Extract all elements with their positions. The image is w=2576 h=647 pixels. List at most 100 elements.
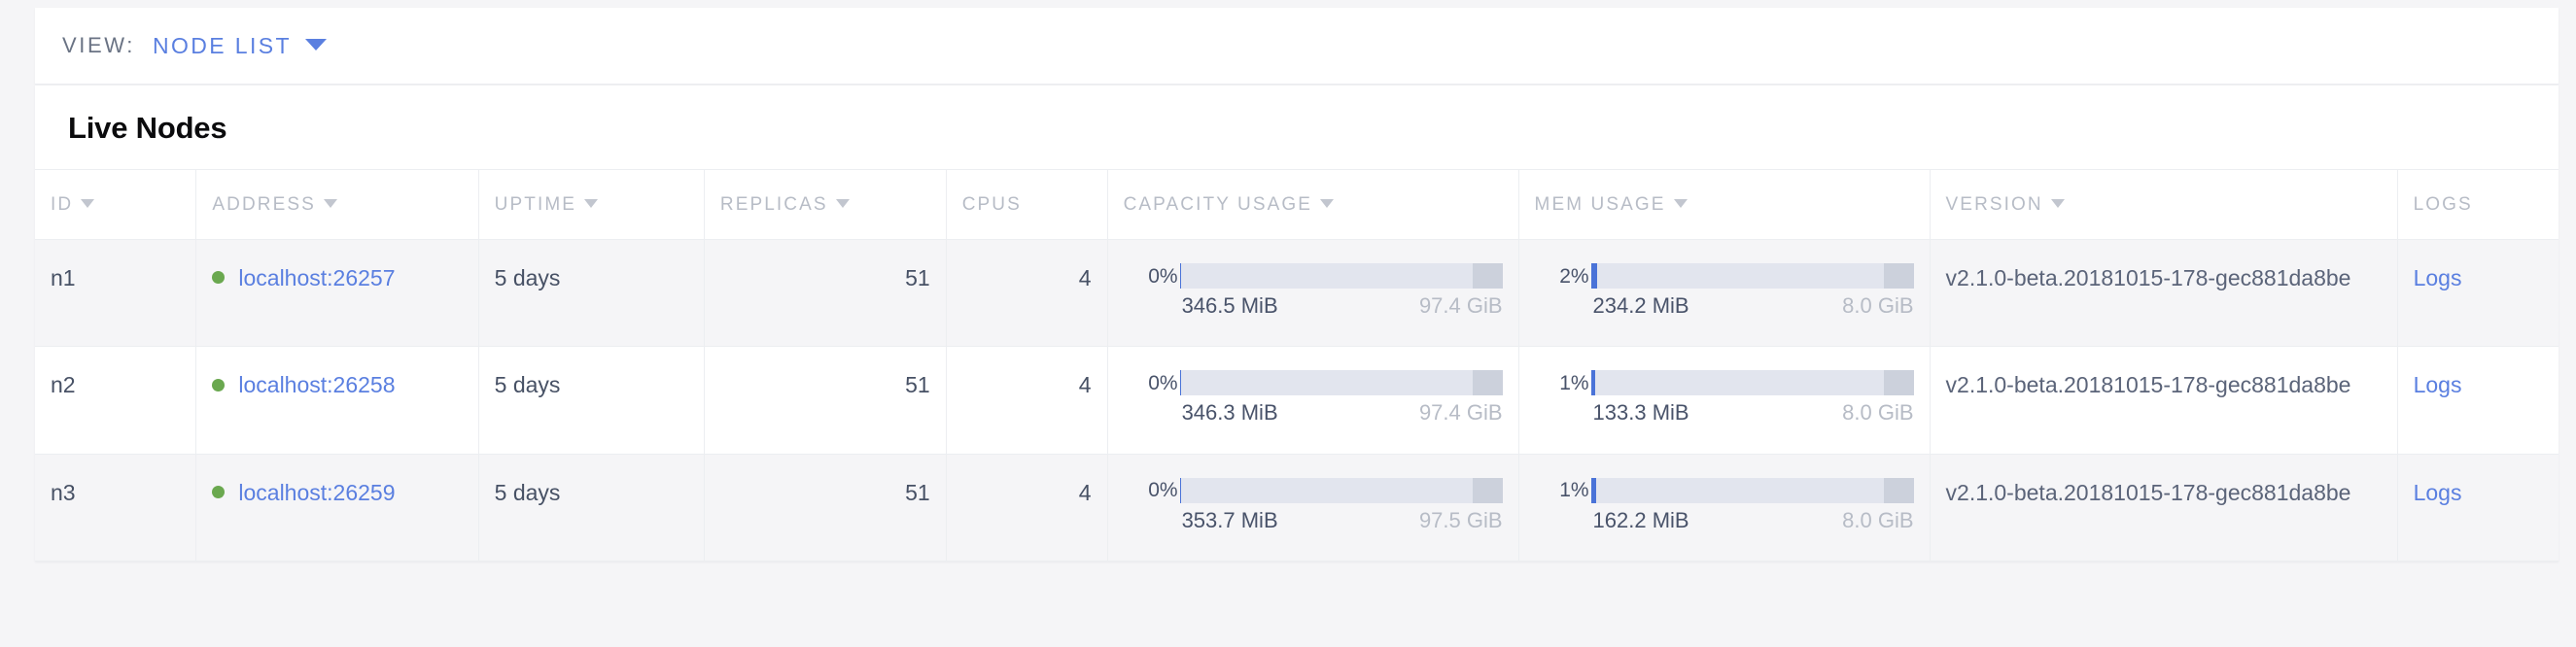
- mem-usage-bar-capacity-marker: [1883, 370, 1914, 396]
- view-selector-dropdown[interactable]: NODE LIST: [153, 33, 327, 59]
- mem-usage-percent: 1%: [1559, 371, 1589, 394]
- table-header-row: ID ADDRESS UPTIME REPLICAS CPUS CAPACITY USAG…: [35, 169, 2559, 240]
- column-header-mem-usage[interactable]: MEM USAGE: [1518, 169, 1931, 240]
- sort-caret-icon: [81, 198, 95, 208]
- node-logs-cell: Logs: [2397, 346, 2559, 455]
- mem-usage-used: 234.2 MiB: [1592, 293, 1689, 318]
- capacity-usage-bar-fill: [1179, 263, 1181, 289]
- node-replicas: 51: [905, 372, 930, 398]
- node-mem-usage-cell: 2% 234.2 MiB 8.0 GiB: [1518, 239, 1931, 348]
- mem-usage-labels: 162.2 MiB 8.0 GiB: [1535, 506, 1914, 535]
- capacity-usage-labels: 346.3 MiB 97.4 GiB: [1124, 398, 1503, 427]
- node-cpus-cell: 4: [946, 239, 1108, 348]
- capacity-usage-labels: 353.7 MiB 97.5 GiB: [1124, 506, 1503, 535]
- node-logs-link[interactable]: Logs: [2413, 372, 2462, 398]
- chevron-down-icon: [304, 39, 327, 51]
- mem-usage-percent: 2%: [1559, 264, 1589, 288]
- mem-usage-bar-fill: [1590, 263, 1598, 289]
- sort-caret-icon: [584, 198, 599, 208]
- node-replicas-cell: 51: [704, 454, 947, 562]
- table-row: n1 localhost:26257 5 days 51 4 0% 346.5 MiB 97.…: [35, 239, 2559, 348]
- node-logs-cell: Logs: [2397, 239, 2559, 348]
- capacity-usage-percent: 0%: [1148, 264, 1178, 288]
- node-uptime-cell: 5 days: [478, 454, 705, 562]
- column-header-label: MEM USAGE: [1534, 193, 1666, 215]
- capacity-usage-widget: 0% 346.5 MiB 97.4 GiB: [1124, 263, 1503, 321]
- capacity-usage-bar-row: 0%: [1124, 263, 1503, 289]
- node-logs-cell: Logs: [2397, 454, 2559, 562]
- mem-usage-bar-row: 2%: [1535, 263, 1914, 289]
- mem-usage-percent: 1%: [1559, 479, 1589, 502]
- column-header-version[interactable]: VERSION: [1930, 169, 2398, 240]
- table-row: n2 localhost:26258 5 days 51 4 0% 346.3 MiB 97.…: [35, 346, 2559, 455]
- mem-usage-total: 8.0 GiB: [1842, 507, 1914, 532]
- sort-caret-icon: [1320, 198, 1335, 208]
- node-id-cell: n3: [35, 454, 197, 562]
- node-version-cell: v2.1.0-beta.20181015-178-gec881da8be: [1930, 454, 2398, 562]
- column-header-label: UPTIME: [494, 193, 577, 215]
- capacity-usage-used: 346.3 MiB: [1181, 400, 1278, 426]
- page-title: Live Nodes: [68, 111, 227, 145]
- node-replicas-cell: 51: [704, 346, 947, 455]
- capacity-usage-widget: 0% 353.7 MiB 97.5 GiB: [1124, 477, 1503, 535]
- mem-usage-total: 8.0 GiB: [1842, 400, 1914, 426]
- node-id: n1: [51, 265, 76, 290]
- column-header-address[interactable]: ADDRESS: [195, 169, 479, 240]
- mem-usage-bar-fill: [1590, 370, 1595, 396]
- column-header-cpus: CPUS: [946, 169, 1108, 240]
- node-address-link[interactable]: localhost:26258: [238, 372, 396, 398]
- capacity-usage-bar-track: [1179, 477, 1503, 503]
- column-header-label: CAPACITY USAGE: [1123, 193, 1313, 215]
- column-header-uptime[interactable]: UPTIME: [478, 169, 705, 240]
- mem-usage-bar-track: [1590, 263, 1914, 289]
- node-address-link[interactable]: localhost:26259: [238, 479, 396, 505]
- mem-usage-widget: 1% 162.2 MiB 8.0 GiB: [1535, 477, 1914, 535]
- capacity-usage-bar-fill: [1179, 477, 1181, 503]
- node-address-link[interactable]: localhost:26257: [238, 265, 396, 290]
- mem-usage-bar-row: 1%: [1535, 370, 1914, 396]
- node-id: n2: [51, 372, 76, 398]
- mem-usage-bar-track: [1590, 477, 1914, 503]
- capacity-usage-bar-track: [1179, 263, 1503, 289]
- mem-usage-bar-row: 1%: [1535, 477, 1914, 503]
- node-mem-usage-cell: 1% 133.3 MiB 8.0 GiB: [1518, 346, 1931, 455]
- capacity-usage-bar-fill: [1179, 370, 1181, 396]
- mem-usage-labels: 234.2 MiB 8.0 GiB: [1535, 291, 1914, 321]
- table-body: n1 localhost:26257 5 days 51 4 0% 346.5 MiB 97.…: [35, 239, 2559, 562]
- node-version-cell: v2.1.0-beta.20181015-178-gec881da8be: [1930, 239, 2398, 348]
- node-cpus: 4: [1078, 265, 1092, 290]
- mem-usage-widget: 1% 133.3 MiB 8.0 GiB: [1535, 370, 1914, 427]
- mem-usage-bar-track: [1590, 370, 1914, 396]
- mem-usage-used: 133.3 MiB: [1592, 400, 1689, 426]
- node-logs-link[interactable]: Logs: [2413, 479, 2462, 505]
- node-id-cell: n2: [35, 346, 197, 455]
- sort-caret-icon: [1673, 198, 1688, 208]
- capacity-usage-percent: 0%: [1148, 371, 1178, 394]
- column-header-replicas[interactable]: REPLICAS: [704, 169, 947, 240]
- column-header-capacity-usage[interactable]: CAPACITY USAGE: [1107, 169, 1519, 240]
- node-capacity-usage-cell: 0% 346.5 MiB 97.4 GiB: [1107, 239, 1519, 348]
- capacity-usage-used: 353.7 MiB: [1181, 507, 1278, 532]
- node-cpus: 4: [1078, 479, 1092, 505]
- node-logs-link[interactable]: Logs: [2413, 265, 2462, 290]
- capacity-usage-used: 346.5 MiB: [1181, 293, 1278, 318]
- node-address-cell: localhost:26259: [195, 454, 479, 562]
- capacity-usage-labels: 346.5 MiB 97.4 GiB: [1124, 291, 1503, 321]
- mem-usage-used: 162.2 MiB: [1592, 507, 1689, 532]
- mem-usage-widget: 2% 234.2 MiB 8.0 GiB: [1535, 263, 1914, 321]
- capacity-usage-total: 97.4 GiB: [1418, 293, 1503, 318]
- table-header: ID ADDRESS UPTIME REPLICAS CPUS CAPACITY USAG…: [35, 169, 2559, 240]
- mem-usage-bar-fill: [1590, 477, 1596, 503]
- mem-usage-bar-capacity-marker: [1883, 263, 1914, 289]
- status-dot-icon: [212, 271, 226, 285]
- node-replicas-cell: 51: [704, 239, 947, 348]
- sort-caret-icon: [323, 198, 337, 208]
- mem-usage-labels: 133.3 MiB 8.0 GiB: [1535, 398, 1914, 427]
- node-capacity-usage-cell: 0% 353.7 MiB 97.5 GiB: [1107, 454, 1519, 562]
- capacity-usage-bar-track: [1179, 370, 1503, 396]
- column-header-label: REPLICAS: [719, 193, 828, 215]
- node-version: v2.1.0-beta.20181015-178-gec881da8be: [1945, 479, 2351, 505]
- column-header-id[interactable]: ID: [35, 169, 197, 240]
- node-mem-usage-cell: 1% 162.2 MiB 8.0 GiB: [1518, 454, 1931, 562]
